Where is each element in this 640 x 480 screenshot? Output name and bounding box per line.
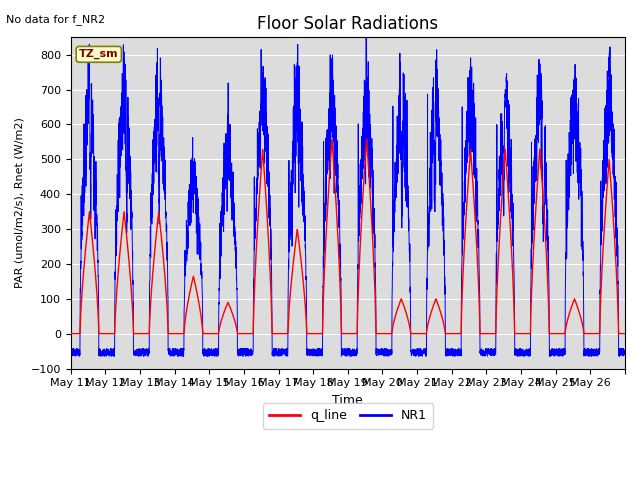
Legend: q_line, NR1: q_line, NR1: [262, 403, 433, 429]
Title: Floor Solar Radiations: Floor Solar Radiations: [257, 15, 438, 33]
X-axis label: Time: Time: [332, 394, 364, 407]
Y-axis label: PAR (umol/m2/s), Rnet (W/m2): PAR (umol/m2/s), Rnet (W/m2): [15, 118, 25, 288]
Text: TZ_sm: TZ_sm: [79, 49, 118, 60]
Text: No data for f_NR2: No data for f_NR2: [6, 14, 106, 25]
